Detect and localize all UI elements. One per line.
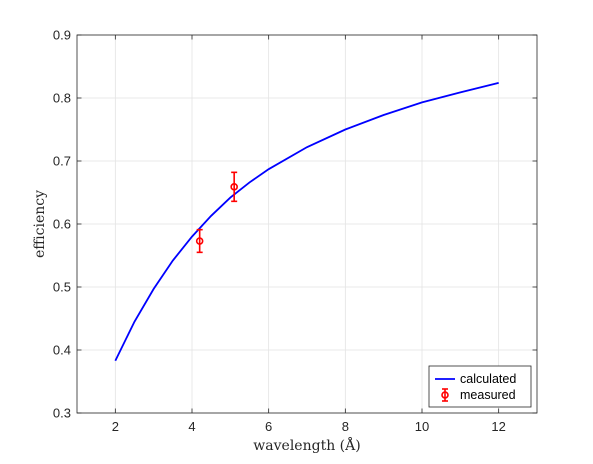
- y-tick-label-4: 0.7: [53, 154, 71, 169]
- y-tick-label-3: 0.6: [53, 217, 71, 232]
- legend-box: [428, 365, 532, 408]
- plot-area: [114, 82, 499, 362]
- legend-marker-measured: [441, 391, 449, 399]
- legend-swatch-measured: [441, 388, 449, 402]
- y-tick-label-2: 0.5: [53, 280, 71, 295]
- y-axis-label: efficiency: [32, 190, 48, 258]
- x-axis-label: wavelength (Å): [253, 436, 360, 454]
- calculated-curve: [114, 82, 499, 362]
- y-tick-label-0: 0.3: [53, 406, 71, 421]
- x-tick-label-3: 8: [342, 419, 349, 434]
- axis-ticks: 2 4 6 8 10 12 0.3 0.4 0.5 0.6 0.7 0.8 0.9: [53, 28, 537, 434]
- legend: calculated measured: [428, 365, 532, 408]
- measured-marker-1: [230, 183, 238, 191]
- measured-marker-0: [195, 237, 204, 245]
- x-tick-label-5: 12: [491, 419, 505, 434]
- legend-label-calculated: calculated: [460, 372, 516, 386]
- x-tick-label-1: 4: [188, 419, 195, 434]
- y-tick-label-6: 0.9: [53, 28, 71, 43]
- measured-point-0: [195, 228, 204, 254]
- y-tick-label-5: 0.8: [53, 91, 71, 106]
- measured-point-1: [230, 171, 238, 203]
- x-tick-label-0: 2: [112, 419, 119, 434]
- grid: [77, 34, 537, 414]
- legend-label-measured: measured: [460, 388, 516, 402]
- x-tick-label-2: 6: [265, 419, 272, 434]
- x-tick-label-4: 10: [415, 419, 429, 434]
- y-tick-label-1: 0.4: [53, 343, 71, 358]
